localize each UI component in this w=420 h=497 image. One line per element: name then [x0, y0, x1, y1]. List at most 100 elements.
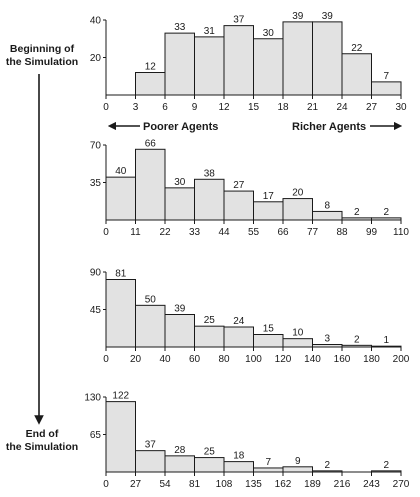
y-tick-label: 70 [90, 141, 102, 152]
histogram-bar [253, 334, 284, 348]
histogram-bar [312, 210, 343, 221]
x-tick-label: 24 [336, 102, 348, 113]
histogram-bar [164, 32, 195, 96]
bar-value-label: 2 [383, 460, 389, 471]
x-tick-label: 216 [334, 479, 351, 490]
x-tick-label: 140 [304, 354, 321, 365]
bar-value-label: 31 [204, 26, 216, 37]
x-tick-label: 81 [189, 479, 201, 490]
y-tick-label: 90 [90, 268, 102, 279]
histogram-bar [194, 36, 225, 96]
x-tick-label: 11 [130, 227, 141, 238]
x-tick-label: 21 [307, 102, 319, 113]
histogram-bar [135, 450, 166, 473]
bar-value-label: 7 [383, 71, 389, 82]
histogram-bar [223, 25, 254, 96]
end-label-line-2: the Simulation [6, 441, 78, 453]
y-tick-label: 130 [84, 393, 101, 404]
histogram-bar [253, 38, 284, 96]
x-tick-label: 22 [159, 227, 171, 238]
richer-agents-label: Richer Agents [292, 121, 366, 133]
x-tick-label: 15 [248, 102, 260, 113]
x-tick-label: 189 [304, 479, 321, 490]
y-tick-label: 65 [90, 430, 102, 441]
histogram-bar [194, 325, 225, 348]
bar-value-label: 33 [174, 22, 186, 33]
histogram-bar [223, 190, 254, 221]
histogram-bar [105, 401, 136, 473]
bar-value-label: 8 [324, 200, 330, 211]
bar-value-label: 25 [204, 315, 216, 326]
histogram-bar [341, 53, 372, 96]
bar-value-label: 66 [145, 138, 157, 149]
x-tick-label: 3 [133, 102, 139, 113]
bar-value-label: 25 [204, 447, 216, 458]
y-tick-label: 40 [90, 16, 102, 27]
bar-value-label: 50 [145, 294, 157, 305]
histogram-bar [253, 201, 284, 221]
x-tick-label: 66 [277, 227, 289, 238]
bar-value-label: 15 [263, 324, 275, 335]
beginning-label-line-2: the Simulation [6, 56, 78, 68]
histogram-bar [135, 148, 166, 221]
histogram-bar [282, 198, 313, 221]
bar-value-label: 39 [292, 11, 304, 22]
bar-value-label: 9 [295, 456, 301, 467]
histogram-bar [371, 81, 402, 96]
x-tick-label: 27 [130, 479, 142, 490]
histogram-1: 20 40 12 33 31 37 30 39 39 22 7 0 3 6 9 12 15 18 21 24 27 30 [90, 11, 407, 113]
bar-value-label: 2 [354, 334, 360, 345]
x-tick-label: 99 [366, 227, 378, 238]
histogram-bar [223, 461, 254, 473]
x-tick-label: 9 [192, 102, 198, 113]
x-tick-label: 33 [189, 227, 201, 238]
bar-value-label: 17 [263, 191, 275, 202]
x-tick-label: 0 [103, 102, 109, 113]
x-tick-label: 80 [218, 354, 230, 365]
x-tick-label: 108 [216, 479, 233, 490]
x-tick-label: 60 [189, 354, 201, 365]
histogram-bar [135, 72, 166, 96]
bar-value-label: 39 [322, 11, 334, 22]
x-tick-label: 77 [307, 227, 319, 238]
y-tick-label: 45 [90, 305, 102, 316]
histogram-bar [194, 178, 225, 221]
x-tick-label: 6 [162, 102, 168, 113]
x-tick-label: 44 [218, 227, 230, 238]
bar-value-label: 18 [233, 451, 245, 462]
x-tick-label: 27 [366, 102, 378, 113]
x-tick-label: 160 [334, 354, 351, 365]
x-tick-label: 30 [395, 102, 407, 113]
histogram-bar [164, 455, 195, 473]
x-tick-label: 135 [245, 479, 262, 490]
x-tick-label: 110 [393, 227, 409, 238]
bar-value-label: 27 [233, 180, 245, 191]
bar-value-label: 38 [204, 168, 216, 179]
bar-value-label: 1 [383, 335, 389, 346]
x-tick-label: 120 [275, 354, 292, 365]
beginning-label-line-1: Beginning of [10, 43, 75, 55]
histogram-bar [282, 466, 313, 473]
x-tick-label: 243 [363, 479, 380, 490]
x-tick-label: 162 [275, 479, 292, 490]
histogram-bar [312, 21, 343, 96]
histogram-bar [164, 314, 195, 348]
bar-value-label: 2 [383, 207, 389, 218]
histogram-bar [194, 457, 225, 473]
histogram-bar [135, 304, 166, 348]
end-label-line-1: End of [26, 428, 59, 440]
bar-value-label: 30 [174, 177, 186, 188]
bar-value-label: 2 [354, 207, 360, 218]
bar-value-label: 10 [292, 328, 304, 339]
x-tick-label: 55 [248, 227, 260, 238]
bar-value-label: 81 [115, 269, 127, 280]
bar-value-label: 28 [174, 445, 186, 456]
histogram-bar [253, 467, 284, 473]
bar-value-label: 20 [292, 188, 304, 199]
x-tick-label: 40 [159, 354, 171, 365]
bar-value-label: 37 [233, 15, 245, 26]
bar-value-label: 40 [115, 166, 127, 177]
histogram-4: 65 130 122 37 28 25 18 7 9 2 2 0 27 54 81 108 135 162 189 2… [84, 391, 409, 490]
